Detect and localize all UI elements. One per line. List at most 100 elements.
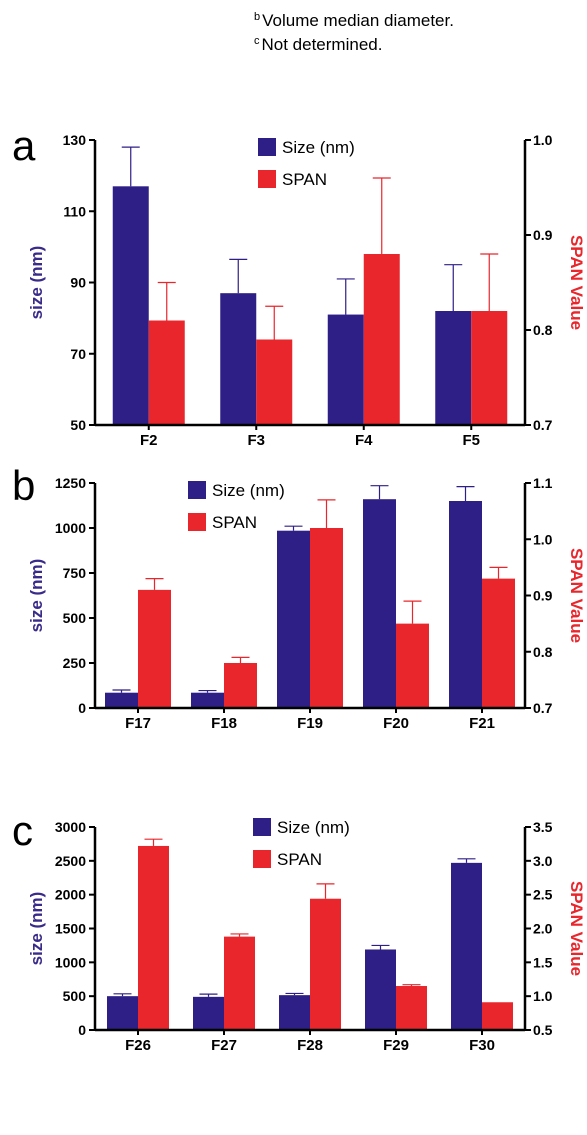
x-tick-label: F5: [462, 432, 480, 449]
span-bar: [310, 528, 343, 708]
y-tick-label-right: 1.5: [533, 954, 553, 970]
span-bar: [482, 1002, 513, 1030]
chart-panel-a: a F2 F3 F4 F5 50 70 90 110 130 0.7 0.8 0.9 1.0 size (n…: [12, 122, 586, 449]
legend-swatch-span: [188, 513, 206, 531]
legend-swatch-span: [258, 170, 276, 188]
span-bar: [224, 937, 255, 1030]
span-bar: [149, 321, 185, 426]
y-tick-label-right: 1.0: [533, 531, 553, 547]
y-tick-label-right: 3.5: [533, 819, 553, 835]
y-tick-label-left: 750: [63, 565, 87, 581]
chart-panel-c: c F26 F27 F28 F29 F30 0 500 1000 1500 2000 2500 3000…: [12, 807, 586, 1054]
legend-label-span: SPAN: [277, 850, 322, 869]
y-tick-label-right: 1.0: [533, 988, 553, 1004]
size-bar: [365, 949, 396, 1030]
y-tick-label-right: 1.1: [533, 475, 553, 491]
size-bar: [435, 311, 471, 425]
x-tick-label: F2: [140, 432, 158, 449]
y-tick-label-right: 0.9: [533, 588, 553, 604]
x-tick-label: F30: [469, 1037, 495, 1054]
y-tick-label-left: 2500: [55, 853, 86, 869]
y-tick-label-left: 70: [70, 346, 86, 362]
size-bar: [277, 531, 310, 708]
size-bar: [113, 186, 149, 425]
span-bar: [138, 590, 171, 708]
size-bar: [279, 995, 310, 1030]
x-tick-label: F28: [297, 1037, 323, 1054]
legend-label-span: SPAN: [282, 170, 327, 189]
y-tick-label-left: 50: [70, 417, 86, 433]
span-bar: [396, 986, 427, 1030]
legend-label-span: SPAN: [212, 513, 257, 532]
x-tick-label: F26: [125, 1037, 151, 1054]
y-axis-label: size (nm): [27, 559, 46, 633]
size-bar: [449, 501, 482, 708]
y-tick-label-right: 1.0: [533, 132, 553, 148]
legend: Size (nm) SPAN: [188, 481, 285, 532]
y-tick-label-left: 1250: [55, 475, 86, 491]
span-bar: [471, 311, 507, 425]
size-bar: [220, 293, 256, 425]
y-tick-label-right: 0.8: [533, 322, 553, 338]
x-tick-label: F27: [211, 1037, 237, 1054]
y-tick-label-left: 250: [63, 655, 87, 671]
size-bar: [193, 997, 224, 1030]
size-bar: [451, 863, 482, 1030]
chart-panel-b: b F17 F18 F19 F20 F21 0 250 500 750 1000 1250 0.7 0.8…: [12, 462, 586, 732]
span-bar: [138, 846, 169, 1030]
x-tick-label: F3: [247, 432, 265, 449]
y-tick-label-left: 500: [63, 988, 87, 1004]
legend-swatch-size: [253, 818, 271, 836]
x-tick-label: F18: [211, 715, 237, 732]
y-tick-label-right: 0.7: [533, 700, 553, 716]
size-bar: [328, 315, 364, 425]
y-tick-label-left: 130: [63, 132, 87, 148]
legend: Size (nm) SPAN: [258, 138, 355, 189]
y2-axis-label: SPAN Value: [567, 881, 586, 976]
y-tick-label-left: 0: [78, 1022, 86, 1038]
y-tick-label-left: 2000: [55, 887, 86, 903]
x-tick-label: F29: [383, 1037, 409, 1054]
y-tick-label-left: 110: [63, 203, 86, 219]
x-tick-label: F19: [297, 715, 323, 732]
panel-letter: c: [12, 807, 33, 854]
y-tick-label-right: 0.7: [533, 417, 553, 433]
y2-axis-label: SPAN Value: [567, 235, 586, 330]
size-bar: [105, 693, 138, 708]
y2-axis-label: SPAN Value: [567, 548, 586, 643]
y-tick-label-right: 0.8: [533, 644, 553, 660]
legend-label-size: Size (nm): [277, 818, 350, 837]
x-tick-label: F20: [383, 715, 409, 732]
y-tick-label-right: 0.9: [533, 227, 553, 243]
legend-swatch-size: [258, 138, 276, 156]
size-bar: [107, 996, 138, 1030]
x-tick-label: F17: [125, 715, 151, 732]
y-tick-label-right: 3.0: [533, 853, 553, 869]
size-bar: [191, 693, 224, 708]
legend-label-size: Size (nm): [282, 138, 355, 157]
y-tick-label-right: 2.0: [533, 921, 553, 937]
y-tick-label-left: 500: [63, 610, 87, 626]
y-axis-label: size (nm): [27, 246, 46, 320]
y-tick-label-left: 1500: [55, 921, 86, 937]
x-tick-label: F21: [469, 715, 495, 732]
span-bar: [224, 663, 257, 708]
panel-letter: a: [12, 122, 36, 169]
y-tick-label-left: 1000: [55, 954, 86, 970]
legend-label-size: Size (nm): [212, 481, 285, 500]
y-tick-label-left: 1000: [55, 520, 86, 536]
y-tick-label-left: 90: [70, 275, 86, 291]
span-bar: [396, 624, 429, 708]
span-bar: [256, 340, 292, 426]
y-tick-label-left: 3000: [55, 819, 86, 835]
y-tick-label-right: 0.5: [533, 1022, 553, 1038]
legend-swatch-size: [188, 481, 206, 499]
y-tick-label-left: 0: [78, 700, 86, 716]
legend: Size (nm) SPAN: [253, 818, 350, 869]
y-tick-label-right: 2.5: [533, 887, 553, 903]
size-bar: [363, 499, 396, 708]
legend-swatch-span: [253, 850, 271, 868]
span-bar: [482, 579, 515, 708]
x-tick-label: F4: [355, 432, 373, 449]
